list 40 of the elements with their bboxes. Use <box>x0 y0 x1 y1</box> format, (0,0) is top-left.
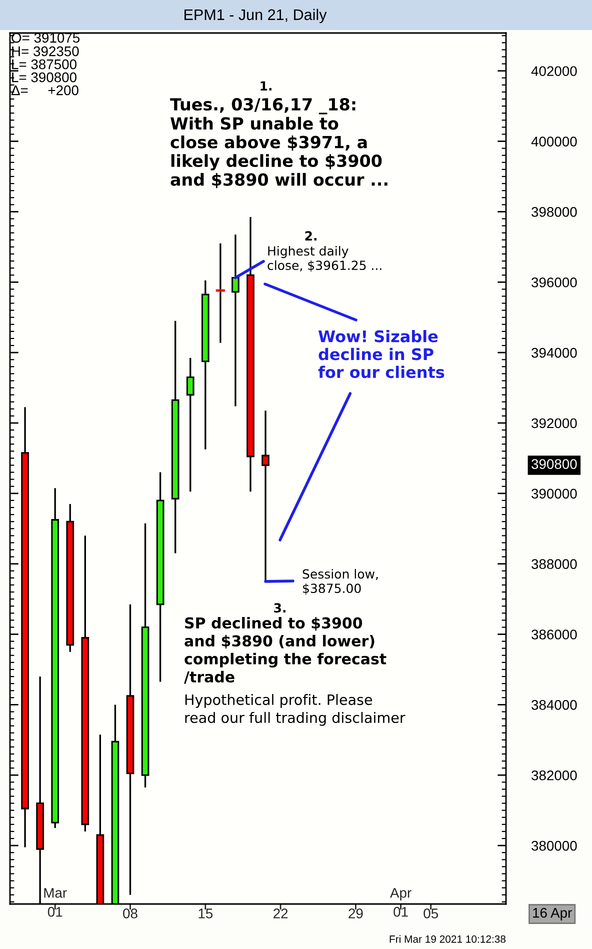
x-tick-label: 05 <box>424 908 438 918</box>
text: Fri Mar 19 2021 10:12:38 <box>390 935 506 943</box>
annotation: Hypothetical profit. Please read our full trading disclaimer <box>185 694 406 726</box>
candlestick <box>186 357 194 492</box>
x-tick-label: 08 <box>123 908 138 918</box>
annotation: H= 392350 <box>12 46 79 56</box>
y-tick-label: 382000 <box>532 770 577 780</box>
candlestick <box>216 242 225 344</box>
y-tick-label: 400000 <box>531 136 577 146</box>
annotation: 1. <box>260 81 272 90</box>
annotation: Δ= +200 <box>11 85 78 96</box>
y-tick-label: 396000 <box>532 277 577 288</box>
annotation: SP declined to $3900 and $3890 (and lower) completing the forecast /trade <box>184 617 386 684</box>
annotation: 3. <box>274 603 286 613</box>
annotation: L= 387500 <box>12 59 76 70</box>
annotation: L= 390800 <box>12 72 76 82</box>
x-tick-label: 15 <box>198 908 213 918</box>
y-tick-label: 388000 <box>532 559 577 570</box>
annotation: Wow! Sizable decline in SP for our clients <box>318 330 444 378</box>
y-tick-label: 402000 <box>531 66 577 76</box>
x-tick-label: Apr 01 <box>390 888 412 917</box>
y-tick-label: 386000 <box>532 630 577 640</box>
y-tick-label: 390000 <box>532 488 577 499</box>
y-tick-label: 394000 <box>532 348 577 358</box>
text: 16 Apr <box>533 908 572 920</box>
y-tick-label: 384000 <box>532 700 577 710</box>
annotation: Tues., 03/16,17 _18: With SP unable to close above $3971, a likely decline to $3900 and $3890 will occur ... <box>170 98 388 188</box>
y-tick-label: 380000 <box>532 840 577 851</box>
candlestick <box>262 410 270 582</box>
candlestick <box>232 234 240 408</box>
chart-title: EPM1 - Jun 21, Daily <box>184 8 327 24</box>
y-tick-label: 398000 <box>532 207 577 217</box>
x-tick-label: 22 <box>274 908 288 918</box>
text: 390800 <box>532 459 577 469</box>
x-tick-label: Mar 01 <box>44 888 67 917</box>
annotation: 2. <box>305 231 316 240</box>
x-tick-label: 29 <box>348 908 363 918</box>
annotation: Session low, $3875.00 <box>302 569 378 595</box>
y-tick-label: 392000 <box>532 418 577 428</box>
annotation: Highest daily close, $3961.25 ... <box>268 246 382 272</box>
